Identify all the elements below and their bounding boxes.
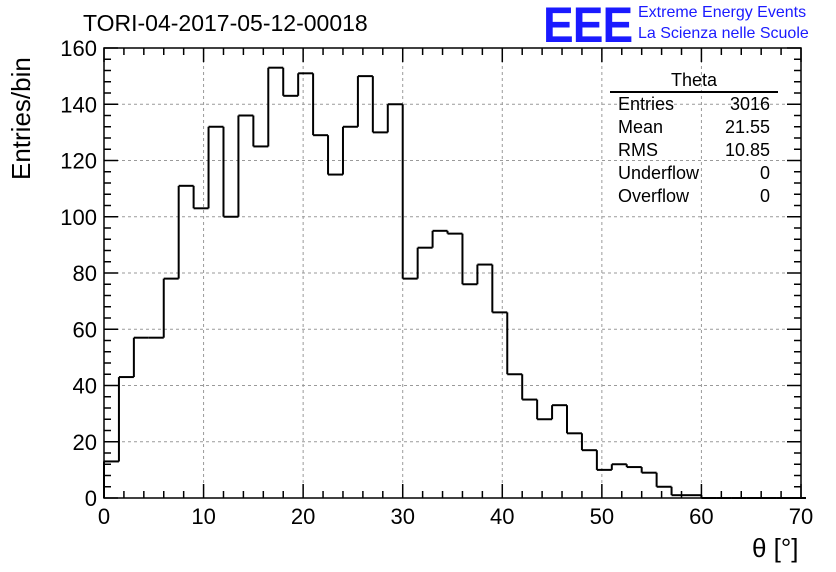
- x-tick-label: 70: [789, 504, 813, 529]
- stats-label: Overflow: [618, 186, 690, 206]
- y-tick-label: 20: [73, 430, 97, 455]
- stats-value: 10.85: [724, 140, 770, 160]
- stats-row: Underflow 0: [610, 162, 778, 185]
- x-tick-label: 20: [291, 504, 315, 529]
- stats-row: Overflow 0: [610, 185, 778, 208]
- logo-line-2: La Scienza nelle Scuole: [638, 25, 809, 42]
- stats-row: Entries 3016: [610, 93, 778, 116]
- stats-box: Theta Entries 3016 Mean 21.55 RMS 10.85 …: [610, 70, 778, 208]
- y-tick-label: 40: [73, 374, 97, 399]
- x-tick-label: 50: [590, 504, 614, 529]
- x-tick-label: 60: [689, 504, 713, 529]
- chart-title: TORI-04-2017-05-12-00018: [83, 10, 368, 36]
- y-tick-label: 100: [60, 205, 97, 230]
- stats-label: Mean: [618, 117, 664, 137]
- tick-labels: 0 10 20 30 40 50 60 70 0 20 40 60 80 100 120 140 160: [60, 36, 813, 529]
- logo-line-1: Extreme Energy Events: [638, 4, 807, 21]
- x-tick-label: 10: [191, 504, 215, 529]
- y-tick-label: 160: [60, 36, 97, 61]
- y-axis-label: Entries/bin: [6, 57, 36, 180]
- y-tick-label: 80: [73, 261, 97, 286]
- x-tick-label: 40: [490, 504, 514, 529]
- stats-label: Underflow: [618, 163, 700, 183]
- y-tick-label: 0: [85, 486, 97, 511]
- eee-logo: EEE: [543, 0, 633, 53]
- y-tick-label: 120: [60, 149, 97, 174]
- x-axis-label: θ [°]: [752, 533, 799, 563]
- stats-value: 21.55: [724, 117, 770, 137]
- axis-ticks: [103, 47, 802, 499]
- stats-row: RMS 10.85: [610, 139, 778, 162]
- stats-title: Theta: [610, 70, 778, 93]
- stats-value: 0: [759, 186, 770, 206]
- stats-row: Mean 21.55: [610, 116, 778, 139]
- y-tick-label: 140: [60, 92, 97, 117]
- y-tick-label: 60: [73, 317, 97, 342]
- stats-value: 0: [759, 163, 770, 183]
- x-tick-label: 30: [390, 504, 414, 529]
- stats-label: RMS: [618, 140, 658, 160]
- stats-label: Entries: [618, 94, 675, 114]
- x-tick-label: 0: [98, 504, 110, 529]
- stats-value: 3016: [729, 94, 770, 114]
